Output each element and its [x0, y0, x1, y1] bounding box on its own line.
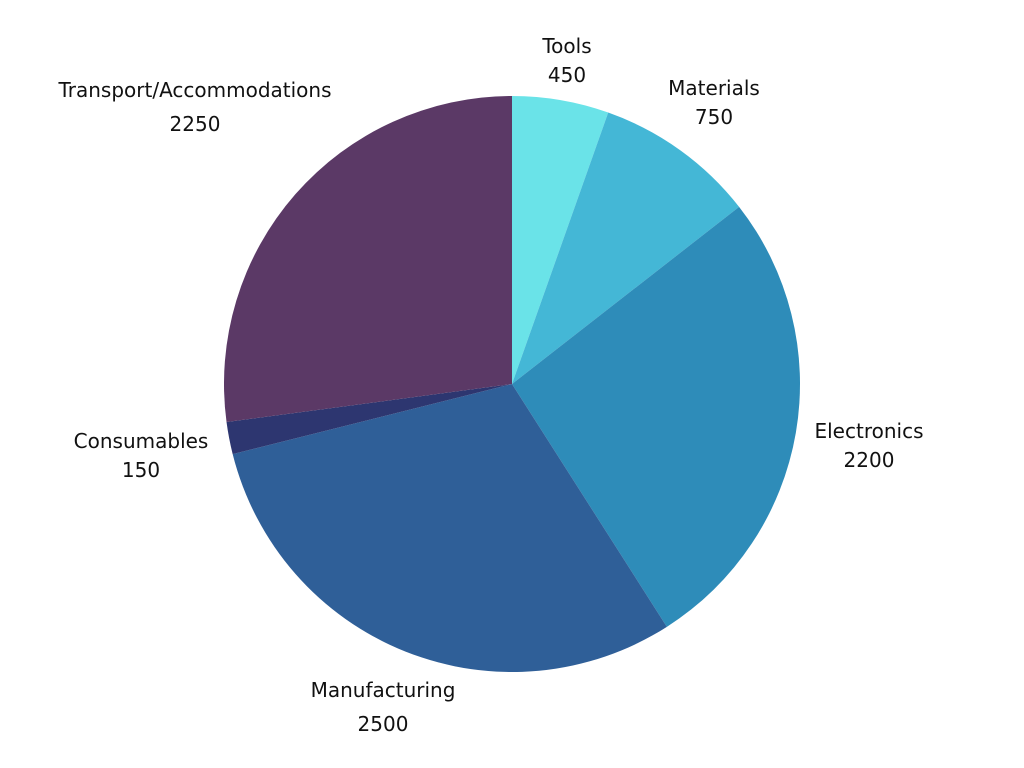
pie-slices [223, 96, 800, 672]
label-materials-value: 750 [695, 105, 733, 129]
slice-labels: Tools 450 Materials 750 Electronics 2200… [57, 34, 923, 736]
label-transport-value: 2250 [170, 112, 221, 136]
label-consumables-value: 150 [122, 458, 160, 482]
pie-slice-materials [512, 112, 740, 384]
pie-slice-electronics [512, 206, 800, 627]
label-manufacturing-name: Manufacturing [311, 678, 456, 702]
label-electronics-value: 2200 [844, 448, 895, 472]
label-materials-name: Materials [668, 76, 760, 100]
pie-slice-transport-accommodations [223, 96, 512, 423]
label-transport-name: Transport/Accommodations [57, 78, 331, 102]
pie-slice-tools [512, 96, 609, 384]
label-tools-value: 450 [548, 63, 586, 87]
label-manufacturing-value: 2500 [358, 712, 409, 736]
pie-slice-manufacturing [232, 384, 667, 672]
label-tools-name: Tools [541, 34, 591, 58]
label-consumables-name: Consumables [74, 429, 209, 453]
label-electronics-name: Electronics [814, 419, 923, 443]
pie-slice-consumables [226, 384, 513, 455]
